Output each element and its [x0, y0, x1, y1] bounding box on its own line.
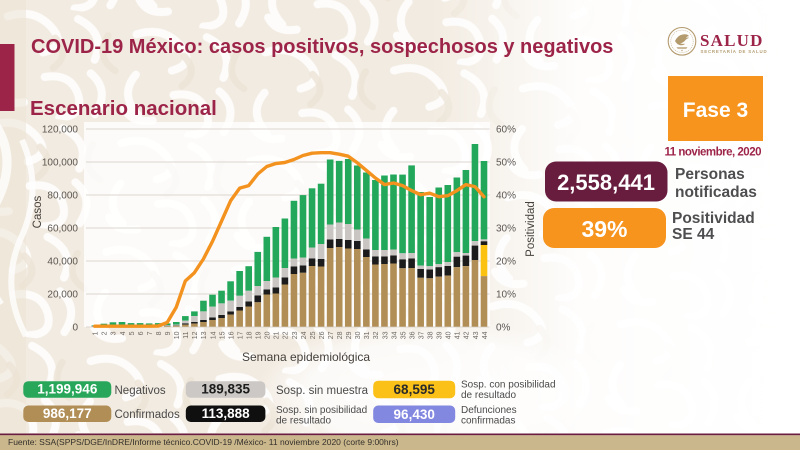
svg-text:Positividad: Positividad	[672, 210, 755, 227]
svg-text:Negativos: Negativos	[115, 385, 166, 397]
svg-text:20%: 20%	[496, 257, 516, 268]
svg-text:5: 5	[129, 331, 136, 335]
svg-text:Fase 3: Fase 3	[683, 99, 748, 122]
svg-text:Sosp. sin posibilidad: Sosp. sin posibilidad	[276, 405, 367, 416]
svg-text:18: 18	[247, 331, 254, 339]
svg-text:SALUD: SALUD	[700, 31, 764, 50]
svg-text:COVID-19 México: casos positiv: COVID-19 México: casos positivos, sospec…	[31, 36, 613, 58]
svg-text:Defunciones: Defunciones	[461, 405, 517, 416]
svg-text:Escenario nacional: Escenario nacional	[30, 97, 217, 120]
svg-text:32: 32	[373, 331, 380, 339]
svg-text:25: 25	[310, 331, 317, 339]
svg-text:60%: 60%	[496, 125, 516, 136]
svg-text:26: 26	[319, 331, 326, 339]
svg-text:80,000: 80,000	[47, 191, 78, 202]
svg-text:22: 22	[283, 331, 290, 339]
svg-text:31: 31	[364, 331, 371, 339]
svg-text:15: 15	[219, 331, 226, 339]
svg-text:28: 28	[337, 331, 344, 339]
svg-text:40%: 40%	[496, 191, 516, 202]
svg-text:10%: 10%	[496, 290, 516, 301]
svg-text:40: 40	[446, 331, 453, 339]
svg-text:SECRETARÍA DE SALUD: SECRETARÍA DE SALUD	[701, 49, 768, 54]
svg-text:14: 14	[210, 331, 217, 339]
svg-text:21: 21	[274, 331, 281, 339]
svg-text:20: 20	[265, 331, 272, 339]
svg-text:60,000: 60,000	[47, 224, 78, 235]
svg-text:33: 33	[382, 331, 389, 339]
svg-text:de resultado: de resultado	[276, 415, 331, 426]
svg-text:100,000: 100,000	[42, 158, 79, 169]
svg-text:8: 8	[156, 331, 163, 335]
svg-text:50%: 50%	[496, 158, 516, 169]
svg-text:Positividad: Positividad	[525, 201, 537, 257]
svg-text:41: 41	[455, 331, 462, 339]
svg-text:1: 1	[93, 331, 100, 335]
svg-text:7: 7	[147, 331, 154, 335]
svg-text:27: 27	[328, 331, 335, 339]
svg-text:4: 4	[120, 331, 127, 335]
svg-text:11 noviembre, 2020: 11 noviembre, 2020	[665, 147, 762, 159]
svg-text:9: 9	[165, 331, 172, 335]
svg-text:24: 24	[301, 331, 308, 339]
svg-text:notificadas: notificadas	[675, 184, 757, 201]
svg-text:17: 17	[238, 331, 245, 339]
svg-text:30%: 30%	[496, 224, 516, 235]
svg-text:34: 34	[391, 331, 398, 339]
svg-text:16: 16	[228, 331, 235, 339]
svg-text:12: 12	[192, 331, 199, 339]
svg-text:189,835: 189,835	[201, 382, 250, 397]
svg-text:Sosp. sin muestra: Sosp. sin muestra	[276, 385, 369, 397]
svg-text:Fuente: SSA(SPPS/DGE/InDRE/Inf: Fuente: SSA(SPPS/DGE/InDRE/Informe técni…	[8, 437, 399, 447]
svg-text:2: 2	[102, 331, 109, 335]
svg-text:23: 23	[292, 331, 299, 339]
svg-text:20,000: 20,000	[47, 290, 78, 301]
svg-text:44: 44	[482, 331, 489, 339]
svg-text:0%: 0%	[496, 323, 511, 334]
svg-text:39: 39	[437, 331, 444, 339]
svg-text:40,000: 40,000	[47, 257, 78, 268]
svg-text:1,199,946: 1,199,946	[37, 382, 98, 397]
svg-text:19: 19	[256, 331, 263, 339]
svg-text:43: 43	[473, 331, 480, 339]
svg-text:Sosp. con posibilidad: Sosp. con posibilidad	[461, 380, 556, 391]
svg-text:11: 11	[183, 331, 190, 338]
svg-text:3: 3	[111, 331, 118, 335]
svg-text:Personas: Personas	[675, 166, 745, 183]
svg-text:10: 10	[174, 331, 181, 339]
svg-text:38: 38	[428, 331, 435, 339]
svg-text:SE 44: SE 44	[672, 226, 715, 243]
svg-text:30: 30	[355, 331, 362, 339]
svg-text:986,177: 986,177	[43, 406, 92, 421]
svg-text:Confirmados: Confirmados	[115, 409, 180, 421]
svg-text:96,430: 96,430	[394, 407, 435, 422]
svg-text:29: 29	[346, 331, 353, 339]
svg-text:35: 35	[400, 331, 407, 339]
svg-text:36: 36	[409, 331, 416, 339]
svg-text:2,558,441: 2,558,441	[557, 170, 655, 195]
svg-text:de resultado: de resultado	[461, 390, 516, 401]
svg-text:113,888: 113,888	[202, 406, 251, 421]
svg-text:120,000: 120,000	[42, 125, 79, 136]
svg-text:Semana epidemiológica: Semana epidemiológica	[242, 350, 370, 364]
svg-text:42: 42	[464, 331, 471, 339]
svg-text:37: 37	[418, 331, 425, 339]
svg-text:13: 13	[201, 331, 208, 339]
svg-text:68,595: 68,595	[394, 382, 436, 397]
svg-text:confirmadas: confirmadas	[461, 415, 515, 426]
svg-text:39%: 39%	[581, 216, 627, 242]
svg-text:0: 0	[72, 323, 78, 334]
svg-text:6: 6	[138, 331, 145, 335]
svg-text:Casos: Casos	[32, 195, 44, 228]
